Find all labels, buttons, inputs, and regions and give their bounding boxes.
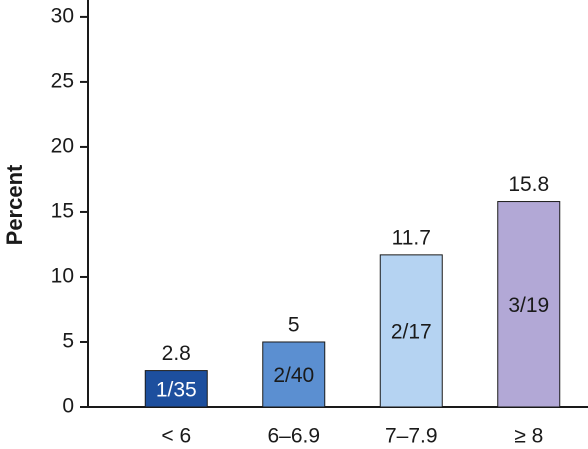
- y-tick-label: 20: [51, 134, 74, 157]
- x-tick-label: 6–6.9: [267, 425, 320, 448]
- bar-inner-label: 1/35: [156, 378, 197, 401]
- bar-inner-label: 2/17: [391, 320, 432, 343]
- value-label: 11.7: [392, 226, 431, 249]
- value-label: 15.8: [508, 173, 549, 196]
- y-axis-label: Percent: [2, 164, 27, 245]
- y-tick-label: 10: [51, 265, 74, 288]
- value-label: 5: [288, 314, 300, 337]
- y-tick-label: 25: [51, 69, 74, 92]
- x-tick-label: 7–7.9: [385, 425, 438, 448]
- bar: [144, 370, 208, 408]
- x-tick-label: < 6: [161, 425, 191, 448]
- bar: [379, 254, 443, 408]
- x-tick-label: ≥ 8: [514, 425, 543, 448]
- bar: [262, 341, 326, 408]
- bar-inner-label: 3/19: [508, 294, 549, 317]
- y-tick-label: 0: [62, 395, 74, 418]
- value-label: 2.8: [162, 342, 191, 365]
- y-tick-label: 5: [62, 330, 74, 353]
- bar-inner-label: 2/40: [273, 364, 314, 387]
- y-tick-label: 15: [51, 199, 74, 222]
- y-tick-label: 30: [51, 4, 74, 27]
- bar: [497, 201, 561, 408]
